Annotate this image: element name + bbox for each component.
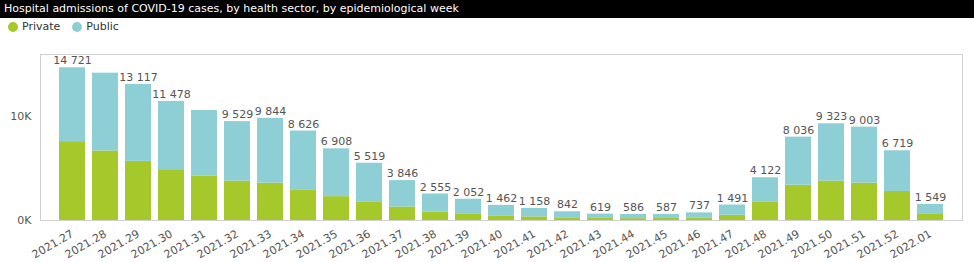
svg-text:2021.27: 2021.27 <box>29 227 76 262</box>
svg-text:2021.39: 2021.39 <box>425 227 472 262</box>
svg-text:2021.48: 2021.48 <box>722 227 769 262</box>
svg-text:2021.36: 2021.36 <box>326 227 373 262</box>
svg-text:2021.50: 2021.50 <box>788 227 835 262</box>
svg-text:2021.44: 2021.44 <box>590 227 637 262</box>
svg-text:10K: 10K <box>10 110 32 123</box>
svg-text:2021.49: 2021.49 <box>755 227 802 262</box>
svg-text:9 003: 9 003 <box>849 114 881 127</box>
svg-text:2021.43: 2021.43 <box>557 227 604 262</box>
svg-text:2021.42: 2021.42 <box>524 227 571 262</box>
svg-text:5 519: 5 519 <box>354 150 386 163</box>
svg-text:2021.35: 2021.35 <box>293 227 340 262</box>
svg-text:2021.28: 2021.28 <box>62 227 109 262</box>
svg-text:587: 587 <box>656 201 677 214</box>
svg-text:6 719: 6 719 <box>882 137 914 150</box>
svg-text:14 721: 14 721 <box>53 54 92 67</box>
svg-text:2021.46: 2021.46 <box>656 227 703 262</box>
svg-text:737: 737 <box>689 199 710 212</box>
svg-text:1 549: 1 549 <box>915 191 947 204</box>
svg-text:1 158: 1 158 <box>519 195 551 208</box>
svg-text:2021.30: 2021.30 <box>128 227 175 262</box>
svg-text:619: 619 <box>590 201 611 214</box>
svg-text:13 117: 13 117 <box>119 71 158 84</box>
svg-text:2021.34: 2021.34 <box>260 227 307 262</box>
svg-text:6 908: 6 908 <box>321 135 353 148</box>
svg-text:2021.31: 2021.31 <box>161 227 208 262</box>
html-text:Hospital admissions of COVID-1: Hospital admissions of COVID-19 cases, b… <box>4 2 459 15</box>
svg-text:1 491: 1 491 <box>717 192 749 205</box>
svg-text:2021.51: 2021.51 <box>821 227 868 262</box>
svg-text:2021.52: 2021.52 <box>854 227 901 262</box>
svg-text:8 626: 8 626 <box>288 118 320 131</box>
html-text:Private: Private <box>22 20 61 33</box>
svg-text:2021.29: 2021.29 <box>95 227 142 262</box>
svg-text:2022.01: 2022.01 <box>888 227 934 261</box>
svg-text:586: 586 <box>623 201 644 214</box>
svg-text:9 844: 9 844 <box>255 105 287 118</box>
svg-text:2021.40: 2021.40 <box>458 227 505 262</box>
svg-text:0K: 0K <box>17 214 32 227</box>
svg-text:2021.33: 2021.33 <box>227 227 274 262</box>
svg-text:2021.32: 2021.32 <box>194 227 241 262</box>
svg-text:11 478: 11 478 <box>152 88 191 101</box>
svg-text:8 036: 8 036 <box>783 124 815 137</box>
svg-text:2021.45: 2021.45 <box>623 227 670 262</box>
html-text:Public: Public <box>86 20 119 33</box>
svg-text:1 462: 1 462 <box>486 192 518 205</box>
svg-text:842: 842 <box>557 198 578 211</box>
svg-text:2021.47: 2021.47 <box>689 227 736 262</box>
svg-text:3 846: 3 846 <box>387 167 419 180</box>
svg-text:2021.38: 2021.38 <box>392 227 439 262</box>
svg-text:2 555: 2 555 <box>420 181 452 194</box>
svg-text:2 052: 2 052 <box>453 186 485 199</box>
svg-text:4 122: 4 122 <box>750 164 782 177</box>
svg-text:2021.41: 2021.41 <box>491 227 538 262</box>
svg-text:2021.37: 2021.37 <box>359 227 406 262</box>
svg-text:9 323: 9 323 <box>816 110 848 123</box>
svg-text:9 529: 9 529 <box>222 108 254 121</box>
